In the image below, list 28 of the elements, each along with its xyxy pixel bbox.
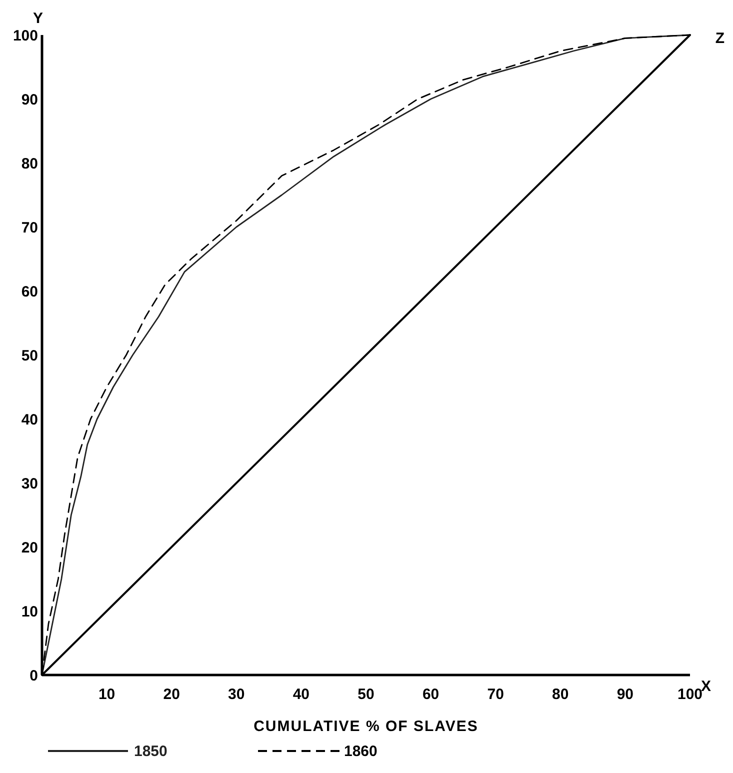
- line-series: [41, 34, 691, 676]
- x-tick-label: 50: [358, 686, 374, 703]
- y-tick-label: 10: [21, 603, 38, 620]
- text: Y: [32, 10, 44, 27]
- x-tick-label: 80: [552, 686, 569, 703]
- y-tick-label: 100: [12, 27, 38, 44]
- x-tick-label: 60: [422, 686, 440, 703]
- x-tick-label: 40: [292, 686, 310, 703]
- y-tick-label: 30: [21, 475, 38, 492]
- text: Z: [715, 30, 725, 47]
- y-tick-label: 70: [21, 219, 38, 236]
- y-tick-label: 90: [21, 91, 38, 108]
- y-tick-label: 50: [21, 347, 38, 364]
- x-axis-title: CUMULATIVE % OF SLAVES: [254, 718, 478, 735]
- legend-label: 1860: [344, 743, 378, 760]
- x-tick-label: 20: [163, 686, 180, 703]
- x-tick-label: 70: [487, 686, 504, 703]
- y-tick-label: 80: [21, 155, 38, 172]
- y-tick-label: 0: [30, 667, 38, 684]
- x-tick-label: 90: [616, 686, 634, 703]
- y-tick-label: 40: [21, 411, 38, 428]
- y-tick-label: 20: [21, 539, 38, 556]
- text: X: [700, 678, 712, 695]
- x-tick-label: 30: [228, 686, 245, 703]
- x-tick-label: 10: [98, 686, 116, 703]
- x-tick-label: 100: [677, 686, 703, 703]
- text: 1850: [134, 743, 168, 760]
- y-tick-label: 60: [21, 283, 38, 300]
